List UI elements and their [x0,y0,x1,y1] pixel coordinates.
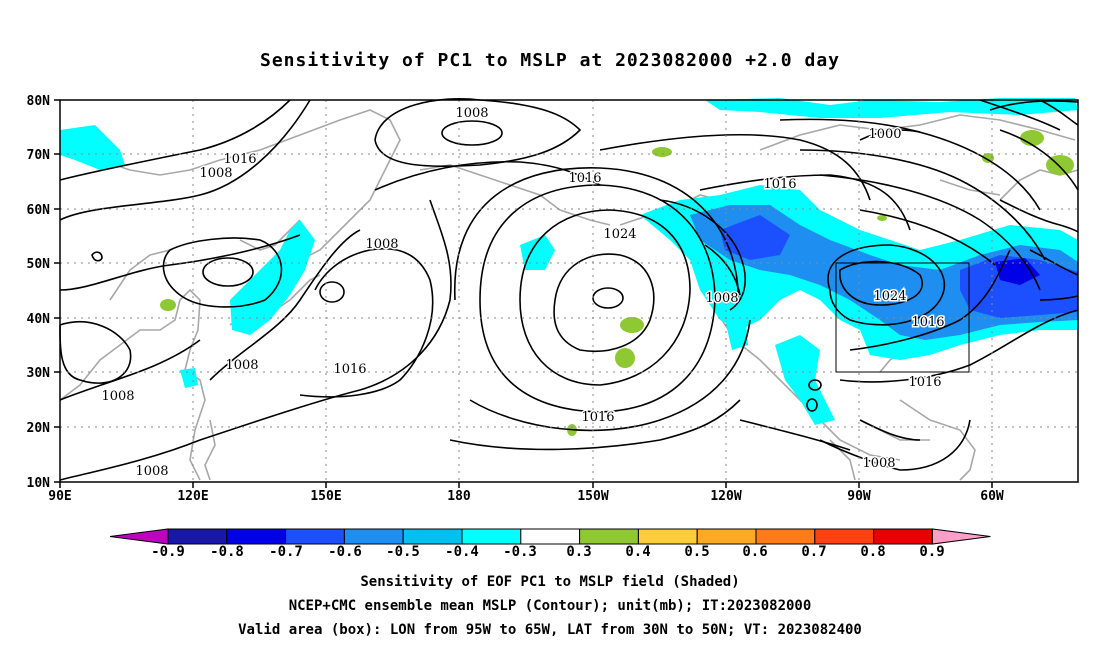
contour-label: 1016 [568,171,601,186]
lat-label: 80N [27,94,51,109]
lon-label: 60W [980,489,1004,504]
colorbar-labels: -0.9 -0.8 -0.7 -0.6 -0.5 -0.4 -0.3 0.3 0… [151,544,945,560]
colorbar-label: 0.8 [860,544,885,560]
contour-label: 1016 [763,177,796,192]
lon-label: 90W [847,489,871,504]
contour-label: 1024 [603,227,636,242]
colorbar-box [226,528,287,545]
lon-label: 120E [177,489,208,504]
colorbar-label: 0.6 [742,544,767,560]
colorbar-label: 0.3 [566,544,591,560]
colorbar-label: -0.9 [151,544,185,560]
colorbar-box [285,528,345,545]
colorbar-box [167,528,228,545]
colorbar-box [637,528,698,545]
colorbar-box [755,528,816,545]
colorbar-label: -0.7 [269,544,303,560]
chart-title: Sensitivity of PC1 to MSLP at 2023082000… [259,50,840,71]
contour-labels: 1008 1016 1008 1008 1016 1024 1016 1000 … [100,105,946,481]
caption-line-2: NCEP+CMC ensemble mean MSLP (Contour); u… [288,598,812,614]
colorbar-box [402,528,463,545]
lon-label: 150W [577,489,608,504]
lat-label: 10N [27,476,51,491]
contour-label: 1016 [911,315,944,330]
contour-label: 1008 [225,358,258,373]
lat-label: 40N [27,312,51,327]
caption-line-1: Sensitivity of EOF PC1 to MSLP field (Sh… [360,574,740,590]
contour-label: 1016 [223,152,256,167]
contour-label: 1008 [199,166,232,181]
colorbar-label: -0.3 [503,544,537,560]
lon-label: 180 [447,489,471,504]
lon-label: 150E [310,489,341,504]
colorbar-label: 0.5 [684,544,709,560]
colorbar-label: -0.5 [386,544,420,560]
lat-label: 60N [27,203,51,218]
lon-label: 90E [48,489,71,504]
contour-label: 1008 [862,456,895,471]
colorbar-label: 0.9 [919,544,944,560]
lat-label: 20N [27,421,51,436]
contour-label: 1000 [868,127,901,142]
lat-label: 30N [27,366,51,381]
plot-frame [59,99,1079,483]
contour-label: 1016 [333,362,366,377]
colorbar-label: 0.7 [801,544,826,560]
lon-label: 120W [710,489,741,504]
contour-label: 1008 [705,291,738,306]
contour-label: 1016 [908,375,941,390]
colorbar-boxes [109,528,991,545]
contour-label: 1008 [455,106,488,121]
contour-label: 1016 [581,410,614,425]
contour-label: 1024 [873,289,906,304]
colorbar-label: -0.6 [328,544,362,560]
caption-line-3: Valid area (box): LON from 95W to 65W, L… [238,622,862,638]
colorbar-box [873,528,933,545]
valid-area-box [835,262,970,373]
lat-labels: 80N 70N 60N 50N 40N 30N 20N 10N [27,94,51,491]
colorbar-label: 0.4 [625,544,650,560]
contour-label: 1008 [135,464,168,479]
colorbar-label: -0.4 [445,544,479,560]
contour-label: 1008 [101,389,134,404]
colorbar-box [814,528,875,545]
colorbar-box [579,528,639,545]
colorbar-box [696,528,757,545]
colorbar-box [520,528,581,545]
mslp-contours [59,97,1079,481]
lat-label: 70N [27,148,51,163]
colorbar-box [343,528,404,545]
tick-marks [54,99,993,488]
colorbar-arrow-left [109,528,169,545]
positive-patches [160,130,1074,436]
lat-label: 50N [27,257,51,272]
contour-label: 1008 [365,237,398,252]
colorbar-arrow-right [931,528,991,545]
colorbar-label: -0.8 [210,544,244,560]
lon-labels: 90E 120E 150E 180 150W 120W 90W 60W [48,489,1004,504]
colorbar-box [461,528,522,545]
